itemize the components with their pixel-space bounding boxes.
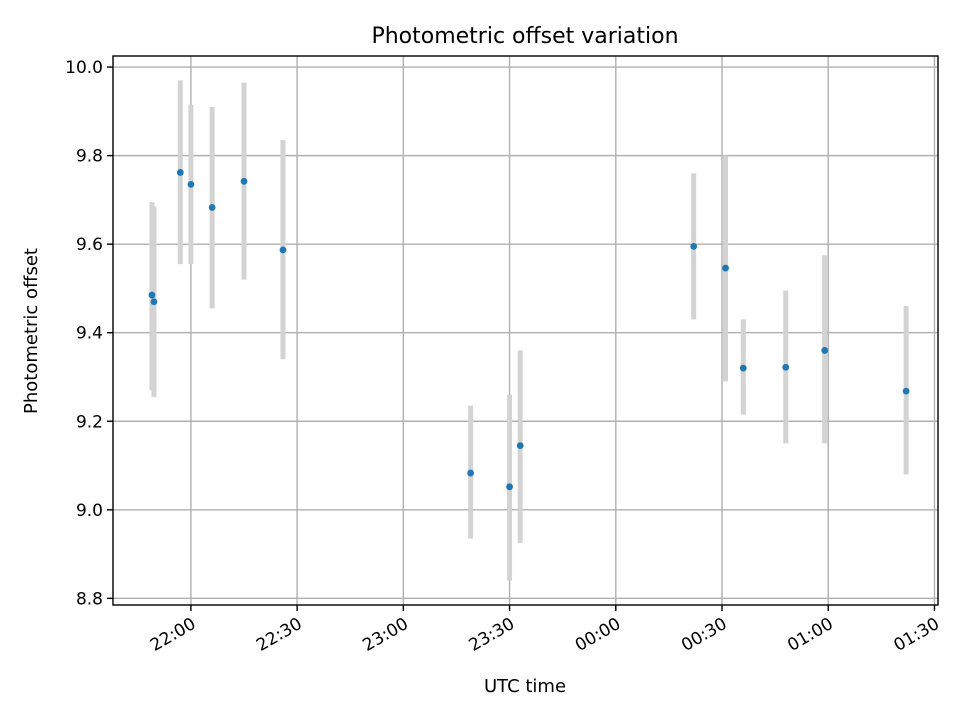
data-point — [467, 469, 475, 477]
chart-title: Photometric offset variation — [371, 24, 678, 49]
data-point — [208, 204, 216, 211]
data-point — [739, 364, 747, 372]
data-point — [187, 180, 195, 188]
x-tick-label: 00:30 — [678, 614, 730, 656]
x-tick-label: 00:00 — [572, 614, 624, 656]
x-tick-label: 22:00 — [147, 614, 199, 656]
x-tick-label: 22:30 — [253, 614, 305, 656]
data-point — [240, 177, 248, 185]
y-tick-label: 8.8 — [76, 589, 103, 609]
data-point — [690, 242, 698, 250]
grid-lines — [113, 56, 938, 605]
plot-frame — [112, 55, 939, 606]
y-tick-label: 9.8 — [76, 147, 103, 167]
y-tick-label: 9.4 — [76, 324, 103, 344]
axis-ticks: 22:00 22:30 23:00 23:30 00:00 00:30 01:00 01:30… — [65, 58, 943, 656]
data-point — [506, 483, 513, 491]
y-tick-label: 9.2 — [76, 412, 103, 432]
data-point — [902, 387, 910, 395]
x-tick-label: 01:00 — [784, 614, 836, 656]
data-point — [279, 246, 287, 254]
x-tick-label: 01:30 — [891, 614, 943, 656]
data-point — [176, 169, 184, 176]
y-tick-label: 10.0 — [65, 58, 103, 78]
y-tick-label: 9.6 — [76, 235, 103, 255]
y-axis-label: Photometric offset — [21, 248, 42, 414]
data-point — [821, 347, 829, 354]
x-tick-label: 23:00 — [359, 614, 411, 656]
y-tick-label: 9.0 — [76, 501, 103, 521]
data-point — [150, 298, 158, 306]
data-points — [148, 169, 910, 491]
data-point — [148, 291, 156, 299]
data-point — [782, 363, 790, 371]
data-point — [722, 264, 729, 272]
data-point — [516, 442, 524, 450]
x-axis-label: UTC time — [484, 676, 566, 697]
x-tick-label: 23:30 — [466, 614, 518, 656]
